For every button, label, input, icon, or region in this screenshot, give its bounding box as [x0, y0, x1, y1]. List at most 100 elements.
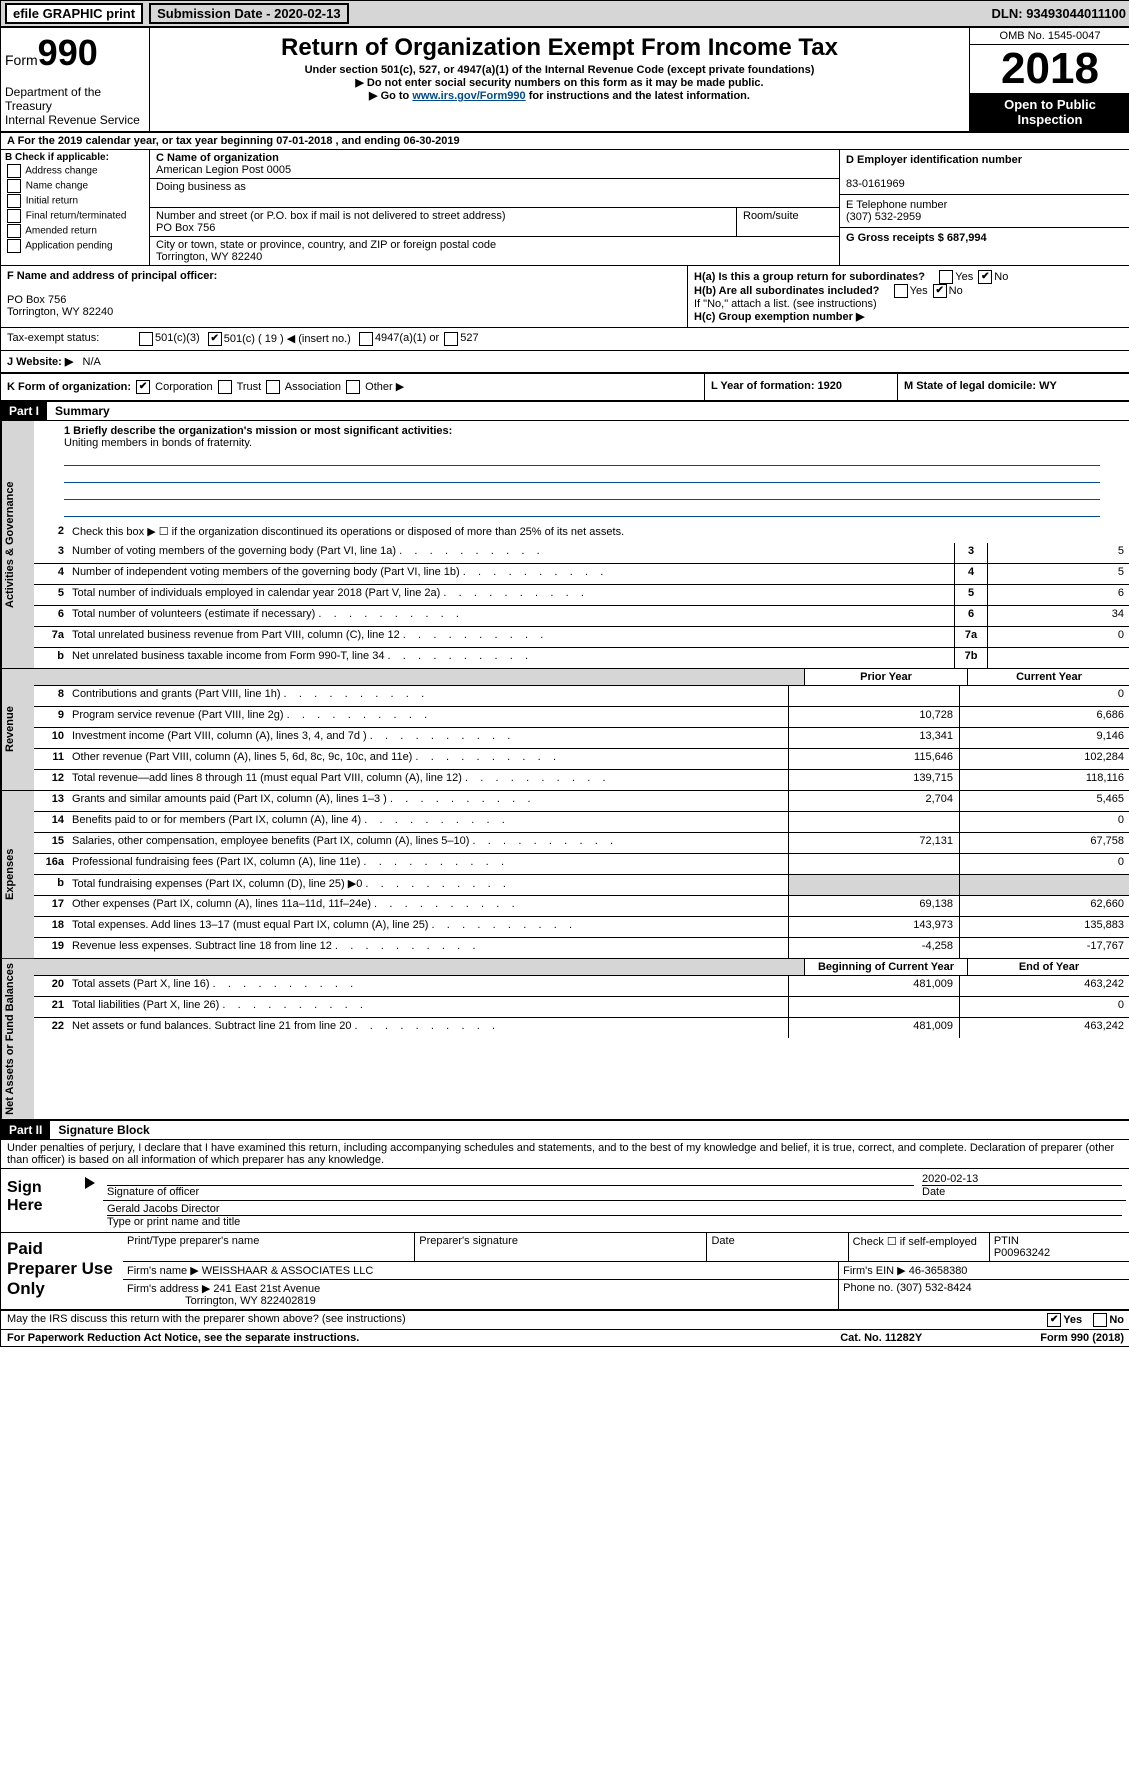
gov-line: 3Number of voting members of the governi…: [34, 543, 1129, 564]
firm-phone: (307) 532-8424: [896, 1282, 971, 1294]
part-1-header: Part I Summary: [1, 402, 1129, 421]
summary-line: 17Other expenses (Part IX, column (A), l…: [34, 896, 1129, 917]
cb-527[interactable]: [444, 332, 458, 346]
gov-line: 2Check this box ▶ ☐ if the organization …: [34, 523, 1129, 543]
gov-line: 6Total number of volunteers (estimate if…: [34, 606, 1129, 627]
summary-line: 19Revenue less expenses. Subtract line 1…: [34, 938, 1129, 958]
hdr-current-year: Current Year: [967, 669, 1129, 686]
checkbox-final-return[interactable]: [7, 209, 21, 223]
ptin: P00963242: [994, 1247, 1050, 1259]
checkbox-app-pending[interactable]: [7, 239, 21, 253]
row-a-tax-period: A For the 2019 calendar year, or tax yea…: [1, 133, 1129, 150]
cb-4947[interactable]: [359, 332, 373, 346]
checkbox-name-change[interactable]: [7, 179, 21, 193]
cb-501c3[interactable]: [139, 332, 153, 346]
cb-trust[interactable]: [218, 380, 232, 394]
form-header: Form990 Department of the Treasury Inter…: [1, 28, 1129, 133]
irs-link[interactable]: www.irs.gov/Form990: [412, 90, 525, 102]
summary-line: 8Contributions and grants (Part VIII, li…: [34, 686, 1129, 707]
gov-line: 5Total number of individuals employed in…: [34, 585, 1129, 606]
gross-receipts: G Gross receipts $ 687,994: [846, 232, 987, 244]
org-name: American Legion Post 0005: [156, 164, 833, 176]
cb-501c[interactable]: [208, 332, 222, 346]
hdr-end-year: End of Year: [967, 959, 1129, 976]
instruction-1: ▶ Do not enter social security numbers o…: [158, 76, 961, 89]
summary-line: 9Program service revenue (Part VIII, lin…: [34, 707, 1129, 728]
firm-name: WEISSHAAR & ASSOCIATES LLC: [202, 1265, 374, 1277]
section-net-assets: Net Assets or Fund Balances Beginning of…: [1, 959, 1129, 1121]
col-d-ein: D Employer identification number 83-0161…: [840, 150, 1129, 265]
paid-preparer-block: Paid Preparer Use Only Print/Type prepar…: [1, 1233, 1129, 1311]
section-governance: Activities & Governance 1 Briefly descri…: [1, 421, 1129, 669]
section-bcd: B Check if applicable: Address change Na…: [1, 150, 1129, 266]
summary-line: 14Benefits paid to or for members (Part …: [34, 812, 1129, 833]
year-formation: L Year of formation: 1920: [704, 374, 897, 400]
sign-here-label: Sign Here: [1, 1169, 83, 1232]
checkbox-amended[interactable]: [7, 224, 21, 238]
bottom-row: For Paperwork Reduction Act Notice, see …: [1, 1330, 1129, 1346]
signature-block: Sign Here Signature of officer 2020-02-1…: [1, 1169, 1129, 1233]
cb-other[interactable]: [346, 380, 360, 394]
col-b-checkboxes: B Check if applicable: Address change Na…: [1, 150, 150, 265]
firm-address: 241 East 21st Avenue: [213, 1283, 320, 1295]
hb-yes[interactable]: [894, 284, 908, 298]
cb-assoc[interactable]: [266, 380, 280, 394]
side-label-revenue: Revenue: [1, 669, 34, 790]
section-expenses: Expenses 13Grants and similar amounts pa…: [1, 791, 1129, 959]
ha-no[interactable]: [978, 270, 992, 284]
summary-line: 10Investment income (Part VIII, column (…: [34, 728, 1129, 749]
instruction-2: ▶ Go to www.irs.gov/Form990 for instruct…: [158, 89, 961, 102]
discuss-no[interactable]: [1093, 1313, 1107, 1327]
hdr-begin-year: Beginning of Current Year: [804, 959, 967, 976]
checkbox-address-change[interactable]: [7, 164, 21, 178]
org-city: Torrington, WY 82240: [156, 251, 833, 263]
form-title: Return of Organization Exempt From Incom…: [158, 34, 961, 62]
summary-line: 12Total revenue—add lines 8 through 11 (…: [34, 770, 1129, 790]
summary-line: 22Net assets or fund balances. Subtract …: [34, 1018, 1129, 1038]
omb-number: OMB No. 1545-0047: [970, 28, 1129, 45]
perjury-statement: Under penalties of perjury, I declare th…: [1, 1140, 1129, 1169]
phone-value: (307) 532-2959: [846, 211, 921, 223]
efile-print-button[interactable]: efile GRAPHIC print: [5, 3, 143, 24]
open-public-badge: Open to Public Inspection: [970, 93, 1129, 131]
gov-line: 4Number of independent voting members of…: [34, 564, 1129, 585]
row-f-h: F Name and address of principal officer:…: [1, 266, 1129, 328]
tax-year: 2018: [970, 45, 1129, 93]
row-j-website: J Website: ▶ N/A: [1, 351, 1129, 374]
checkbox-initial-return[interactable]: [7, 194, 21, 208]
discuss-row: May the IRS discuss this return with the…: [1, 1311, 1129, 1330]
org-address: PO Box 756: [156, 222, 730, 234]
ein-value: 83-0161969: [846, 178, 905, 190]
firm-ein: 46-3658380: [909, 1265, 968, 1277]
form-number: Form990: [5, 32, 145, 74]
side-label-expenses: Expenses: [1, 791, 34, 958]
part-2-header: Part II Signature Block: [1, 1121, 1129, 1140]
row-tax-status: Tax-exempt status: 501(c)(3) 501(c) ( 19…: [1, 328, 1129, 351]
section-revenue: Revenue Prior Year Current Year 8Contrib…: [1, 669, 1129, 791]
sign-arrow-icon: [83, 1169, 99, 1232]
row-klm: K Form of organization: Corporation Trus…: [1, 374, 1129, 402]
summary-line: 16aProfessional fundraising fees (Part I…: [34, 854, 1129, 875]
ha-yes[interactable]: [939, 270, 953, 284]
form-990-page: efile GRAPHIC print Submission Date - 20…: [0, 0, 1129, 1347]
dln: DLN: 93493044011100: [992, 6, 1126, 21]
hb-no[interactable]: [933, 284, 947, 298]
submission-date: Submission Date - 2020-02-13: [149, 3, 349, 24]
summary-line: bTotal fundraising expenses (Part IX, co…: [34, 875, 1129, 896]
summary-line: 15Salaries, other compensation, employee…: [34, 833, 1129, 854]
summary-line: 13Grants and similar amounts paid (Part …: [34, 791, 1129, 812]
gov-line: bNet unrelated business taxable income f…: [34, 648, 1129, 668]
cb-corp[interactable]: [136, 380, 150, 394]
form-subtitle: Under section 501(c), 527, or 4947(a)(1)…: [158, 64, 961, 76]
col-c-org-info: C Name of organization American Legion P…: [150, 150, 840, 265]
summary-line: 20Total assets (Part X, line 16)481,0094…: [34, 976, 1129, 997]
side-label-governance: Activities & Governance: [1, 421, 34, 668]
side-label-netassets: Net Assets or Fund Balances: [1, 959, 34, 1119]
summary-line: 11Other revenue (Part VIII, column (A), …: [34, 749, 1129, 770]
discuss-yes[interactable]: [1047, 1313, 1061, 1327]
dept-treasury: Department of the Treasury Internal Reve…: [5, 85, 145, 127]
gov-line: 7aTotal unrelated business revenue from …: [34, 627, 1129, 648]
summary-line: 21Total liabilities (Part X, line 26)0: [34, 997, 1129, 1018]
mission-block: 1 Briefly describe the organization's mi…: [34, 421, 1129, 523]
top-bar: efile GRAPHIC print Submission Date - 20…: [1, 1, 1129, 28]
